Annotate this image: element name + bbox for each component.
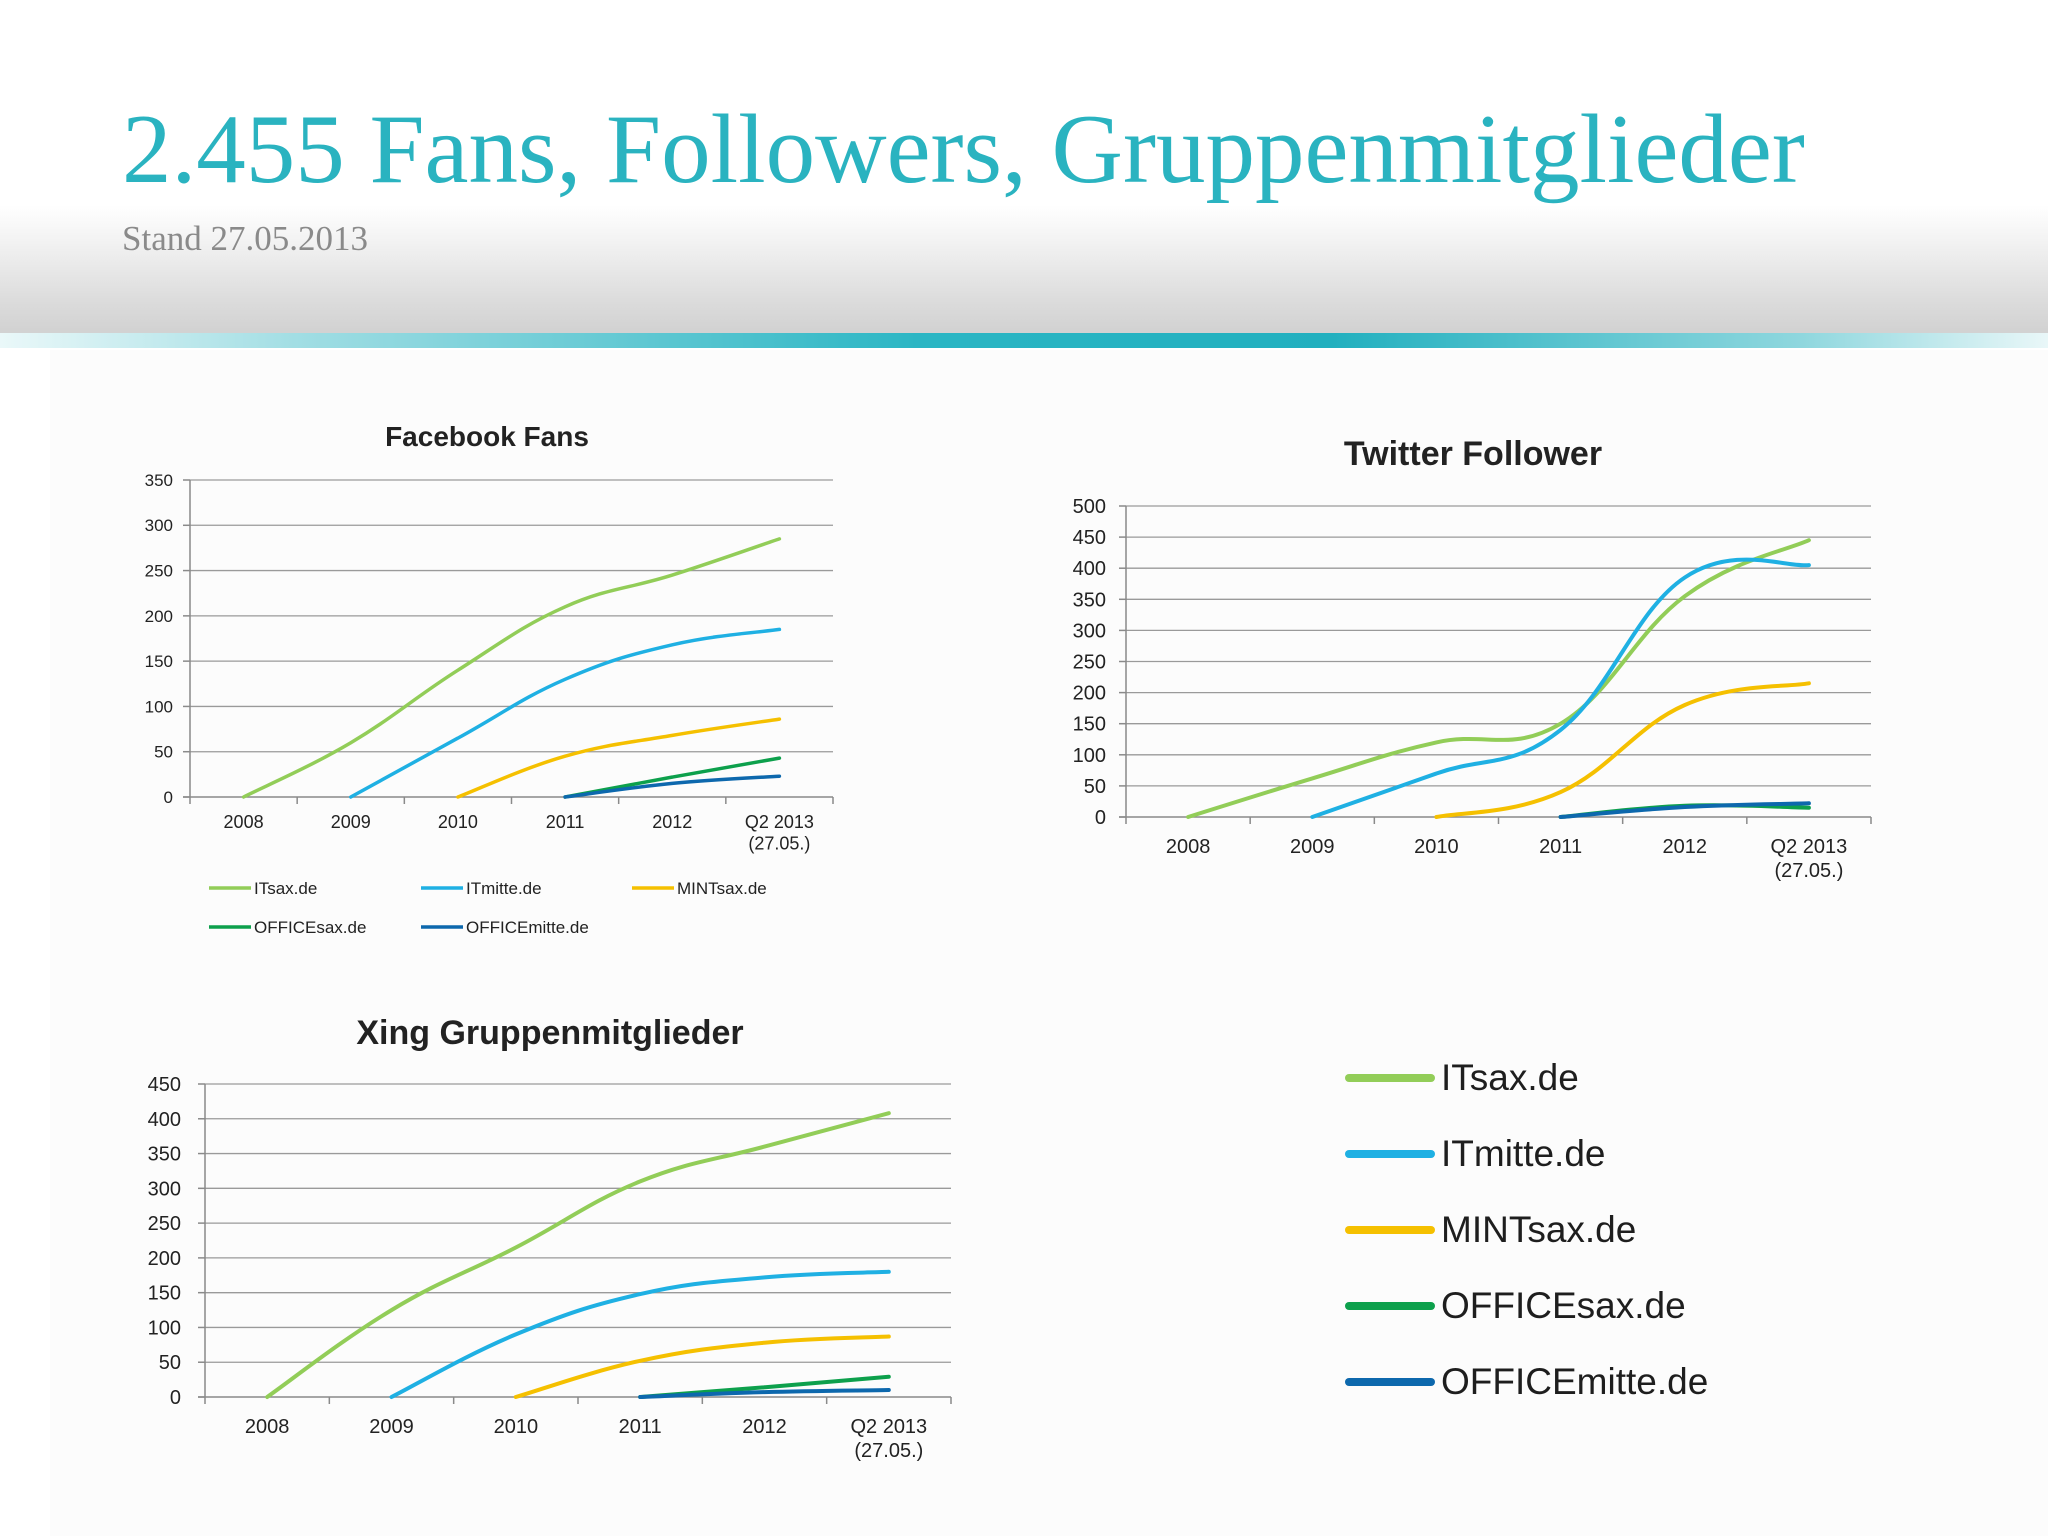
x-tick-label: 2008 bbox=[1166, 836, 1211, 858]
facebook-fans-title: Facebook Fans bbox=[385, 421, 589, 452]
y-tick-label: 200 bbox=[1073, 683, 1106, 705]
y-tick-label: 450 bbox=[1073, 527, 1106, 549]
x-tick-label: 2012 bbox=[1663, 836, 1708, 858]
x-tick-label: 2012 bbox=[652, 812, 692, 832]
legend-item-itsax-de: ITsax.de bbox=[1345, 1040, 1708, 1116]
series-line-officemitte-de bbox=[638, 1388, 891, 1399]
facebook-legend: ITsax.de ITmitte.de MINTsax.de OFFICEsax.de… bbox=[209, 879, 767, 937]
y-tick-label: 450 bbox=[148, 1074, 181, 1096]
y-tick-label: 350 bbox=[148, 1144, 181, 1166]
x-tick-label: 2011 bbox=[1539, 836, 1582, 858]
legend-swatch bbox=[1345, 1302, 1435, 1310]
y-tick-label: 50 bbox=[154, 743, 173, 762]
y-tick-label: 150 bbox=[1073, 714, 1106, 736]
header-band bbox=[0, 0, 2048, 335]
legend-swatch bbox=[1345, 1150, 1435, 1158]
legend-item-officemitte-de: OFFICEmitte.de bbox=[1345, 1344, 1708, 1420]
series-line-mintsax-de bbox=[1434, 681, 1811, 819]
y-tick-label: 300 bbox=[148, 1178, 181, 1200]
x-tick-label: 2009 bbox=[369, 1416, 414, 1438]
y-tick-label: 100 bbox=[148, 1317, 181, 1339]
legend-item-officesax-de: OFFICEsax.de bbox=[1345, 1268, 1708, 1344]
x-tick-label: 2011 bbox=[619, 1416, 662, 1438]
gridlines bbox=[205, 1083, 951, 1363]
y-tick-label: 200 bbox=[145, 607, 173, 626]
legend-label: ITsax.de bbox=[1441, 1057, 1579, 1098]
y-tick-label: 250 bbox=[148, 1213, 181, 1235]
series-line-officemitte-de bbox=[563, 774, 782, 799]
series-line-itmitte-de bbox=[349, 627, 782, 799]
series-line-itsax-de bbox=[265, 1111, 891, 1399]
x-tick-label: Q2 2013 (27.05.) bbox=[1771, 836, 1848, 882]
y-tick-label: 350 bbox=[1073, 589, 1106, 611]
y-tick-label: 300 bbox=[1073, 620, 1106, 642]
xing-gruppenmitglieder-title: Xing Gruppenmitglieder bbox=[356, 1014, 743, 1052]
y-tick-label: 0 bbox=[170, 1387, 181, 1409]
y-tick-label: 250 bbox=[1073, 652, 1106, 674]
y-tick-label: 50 bbox=[159, 1352, 181, 1374]
x-tick-label: Q2 2013 (27.05.) bbox=[850, 1416, 927, 1462]
series-line-itmitte-de bbox=[389, 1269, 891, 1399]
x-tick-label: 2010 bbox=[438, 812, 478, 832]
y-tick-label: 200 bbox=[148, 1248, 181, 1270]
x-tick-label: 2008 bbox=[224, 812, 264, 832]
legend-swatch bbox=[1345, 1074, 1435, 1082]
y-tick-label: 150 bbox=[148, 1283, 181, 1305]
x-tick-label: Q2 2013 (27.05.) bbox=[745, 812, 814, 854]
x-tick-label: 2010 bbox=[494, 1416, 539, 1438]
x-tick-label: 2011 bbox=[546, 812, 585, 832]
legend-label: MINTsax.de bbox=[1441, 1209, 1637, 1250]
legend-swatch bbox=[1345, 1378, 1435, 1386]
shared-legend: ITsax.de ITmitte.de MINTsax.de OFFICEsax.de… bbox=[1345, 1040, 1708, 1420]
y-tick-label: 100 bbox=[1073, 745, 1106, 767]
legend-item-itmitte-de: ITmitte.de bbox=[1345, 1116, 1708, 1192]
twitter-follower-title: Twitter Follower bbox=[1344, 435, 1602, 473]
x-tick-label: 2010 bbox=[1414, 836, 1459, 858]
y-tick-label: 350 bbox=[145, 471, 173, 490]
legend-label: ITsax.de bbox=[254, 879, 317, 898]
series-line-mintsax-de bbox=[456, 717, 782, 799]
y-tick-label: 500 bbox=[1073, 496, 1106, 518]
legend-label: ITmitte.de bbox=[1441, 1133, 1606, 1174]
x-tick-label: 2012 bbox=[742, 1416, 787, 1438]
x-tick-label: 2008 bbox=[245, 1416, 290, 1438]
legend-label: MINTsax.de bbox=[677, 879, 767, 898]
y-tick-label: 300 bbox=[145, 516, 173, 535]
y-tick-label: 50 bbox=[1084, 776, 1106, 798]
x-tick-label: 2009 bbox=[1290, 836, 1335, 858]
content-background bbox=[50, 350, 2048, 1536]
legend-label: OFFICEmitte.de bbox=[466, 918, 589, 937]
legend-label: OFFICEsax.de bbox=[254, 918, 366, 937]
series-line-mintsax-de bbox=[513, 1334, 891, 1399]
y-tick-label: 400 bbox=[1073, 558, 1106, 580]
x-tick-label: 2009 bbox=[331, 812, 371, 832]
page-title: 2.455 Fans, Followers, Gruppenmitglieder bbox=[122, 95, 1805, 204]
y-tick-label: 100 bbox=[145, 697, 173, 716]
y-tick-label: 0 bbox=[164, 788, 173, 807]
y-tick-label: 250 bbox=[145, 562, 173, 581]
legend-label: OFFICEsax.de bbox=[1441, 1285, 1686, 1326]
y-tick-label: 0 bbox=[1095, 807, 1106, 829]
legend-swatch bbox=[1345, 1226, 1435, 1234]
accent-bar bbox=[0, 333, 2048, 348]
legend-label: OFFICEmitte.de bbox=[1441, 1361, 1709, 1402]
gridlines bbox=[1126, 505, 1871, 787]
series-line-itsax-de bbox=[1186, 538, 1811, 819]
series-line-officemitte-de bbox=[1558, 801, 1811, 819]
series-line-itmitte-de bbox=[1310, 557, 1811, 819]
y-tick-label: 400 bbox=[148, 1109, 181, 1131]
series-line-itsax-de bbox=[241, 537, 782, 799]
legend-label: ITmitte.de bbox=[466, 879, 542, 898]
y-tick-label: 150 bbox=[145, 652, 173, 671]
legend-item-mintsax-de: MINTsax.de bbox=[1345, 1192, 1708, 1268]
page-subtitle: Stand 27.05.2013 bbox=[122, 219, 368, 258]
